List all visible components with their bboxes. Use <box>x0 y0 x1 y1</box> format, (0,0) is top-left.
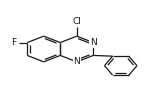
Text: F: F <box>12 38 17 47</box>
Text: Cl: Cl <box>72 17 81 26</box>
Text: N: N <box>90 38 97 47</box>
Text: N: N <box>73 57 80 66</box>
